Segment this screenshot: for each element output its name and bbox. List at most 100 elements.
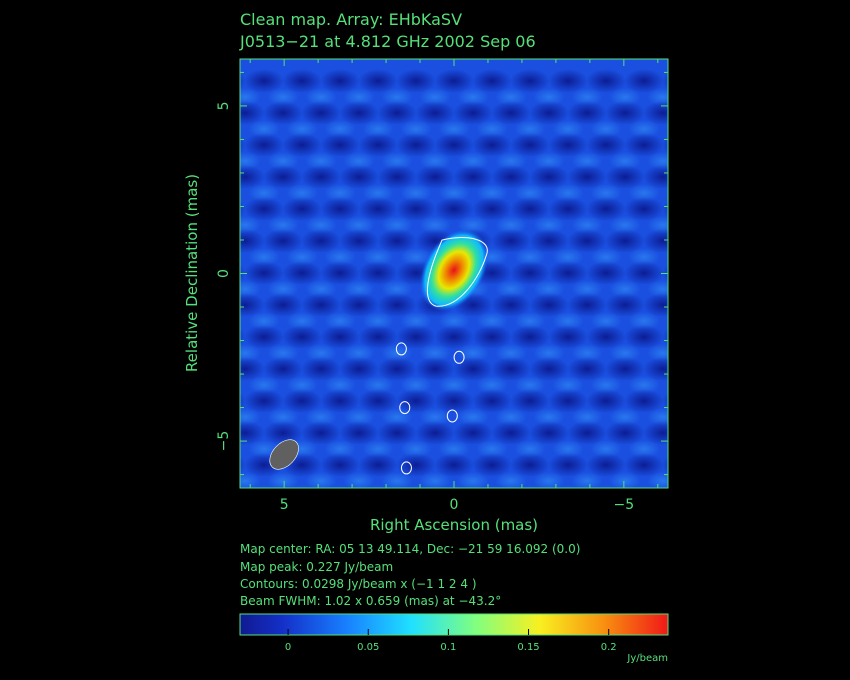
colorbar-tick-label: 0.2: [601, 642, 617, 653]
sidelobe-dark: [548, 453, 588, 477]
sidelobe-light: [438, 184, 470, 202]
sidelobe-dark: [662, 392, 668, 410]
sidelobe-dark: [396, 453, 436, 477]
sidelobe-light: [381, 216, 413, 234]
sidelobe-dark: [586, 133, 626, 157]
sidelobe-dark: [529, 101, 569, 125]
contour-island: [400, 461, 412, 475]
sidelobe-light: [609, 472, 641, 488]
sidelobe-dark: [681, 101, 721, 125]
sidelobe-dark: [586, 261, 626, 285]
colorbar-unit: Jy/beam: [626, 653, 668, 664]
sidelobe-light: [343, 152, 375, 170]
y-tick-label: 0: [216, 269, 232, 278]
sidelobe-light: [704, 440, 736, 458]
sidelobe-dark: [396, 133, 436, 157]
sidelobe-light: [381, 344, 413, 362]
sidelobe-light: [628, 440, 660, 458]
sidelobe-light: [457, 88, 489, 106]
sidelobe-dark: [605, 357, 645, 381]
sidelobe-light: [628, 376, 660, 394]
sidelobe-dark: [415, 101, 455, 125]
sidelobe-dark: [320, 69, 360, 93]
info-beam-fwhm: Beam FWHM: 1.02 x 0.659 (mas) at −43.2°: [240, 594, 502, 608]
colorbar: 0 0.05 0.1 0.15 0.2 Jy/beam: [239, 613, 669, 664]
sidelobe-dark: [567, 101, 607, 125]
sidelobe-dark: [377, 165, 417, 189]
sidelobe-dark: [240, 165, 265, 189]
sidelobe-light: [267, 88, 299, 106]
sidelobe-dark: [282, 325, 322, 349]
sidelobe-light: [324, 440, 356, 458]
sidelobe-dark: [586, 453, 626, 477]
sidelobe-dark: [244, 69, 284, 93]
colorbar-tick-label: 0.05: [357, 642, 379, 653]
sidelobe-dark: [396, 325, 436, 349]
sidelobe-light: [324, 376, 356, 394]
sidelobe-light: [381, 280, 413, 298]
sidelobe-light: [438, 120, 470, 138]
sidelobe-light: [267, 472, 299, 488]
sidelobe-dark: [567, 229, 607, 253]
colorbar-ticks: 0 0.05 0.1 0.15 0.2: [285, 629, 617, 653]
sidelobe-dark: [643, 293, 668, 317]
sidelobe-light: [419, 88, 451, 106]
sidelobe-dark: [320, 389, 360, 413]
sidelobe-dark: [434, 325, 474, 349]
sidelobe-dark: [643, 101, 668, 125]
sidelobe-light: [514, 248, 546, 266]
y-axis-label: Relative Declination (mas): [183, 174, 201, 372]
sidelobe-dark: [586, 69, 626, 93]
sidelobe-dark: [510, 133, 550, 157]
y-tick-label: 5: [216, 101, 232, 110]
sidelobe-dark: [244, 325, 284, 349]
sidelobe-dark: [624, 325, 664, 349]
colorbar-tick-label: 0: [285, 642, 291, 653]
sidelobe-dark: [529, 293, 569, 317]
sidelobe-dark: [434, 389, 474, 413]
sidelobe-light: [419, 344, 451, 362]
sidelobe-light: [609, 88, 641, 106]
sidelobe-dark: [548, 325, 588, 349]
sidelobe-dark: [263, 101, 303, 125]
sidelobe-light: [324, 312, 356, 330]
sidelobe-dark: [358, 133, 398, 157]
x-tick-label: −5: [614, 497, 635, 513]
sidelobe-dark: [339, 421, 379, 445]
sidelobe-dark: [377, 101, 417, 125]
sidelobe-light: [476, 120, 508, 138]
sidelobe-dark: [605, 421, 645, 445]
sidelobe-dark: [472, 197, 512, 221]
sidelobe-dark: [263, 421, 303, 445]
sidelobe-dark: [263, 165, 303, 189]
source-peak: [419, 229, 489, 312]
sidelobe-light: [343, 88, 375, 106]
sidelobe-dark: [377, 421, 417, 445]
sidelobe-light: [704, 184, 736, 202]
contour-outer: [426, 237, 488, 307]
sidelobe-light: [305, 152, 337, 170]
sidelobe-light: [324, 184, 356, 202]
sidelobe-dark: [491, 101, 531, 125]
sidelobe-light: [343, 408, 375, 426]
sidelobe-dark: [472, 133, 512, 157]
sidelobe-light: [495, 216, 527, 234]
sidelobe-light: [590, 376, 622, 394]
sidelobe-light: [514, 376, 546, 394]
sidelobe-dark: [339, 293, 379, 317]
sidelobe-light: [343, 216, 375, 234]
sidelobe-dark: [320, 261, 360, 285]
sidelobe-dark: [453, 165, 493, 189]
sidelobe-dark: [415, 357, 455, 381]
sidelobe-light: [362, 120, 394, 138]
sidelobe-light: [609, 344, 641, 362]
contour-island: [453, 350, 465, 364]
sidelobe-dark: [358, 389, 398, 413]
sidelobe-dark: [434, 197, 474, 221]
sidelobe-light: [343, 472, 375, 488]
sidelobe-light: [533, 344, 565, 362]
sidelobe-light: [590, 120, 622, 138]
sidelobe-light: [248, 120, 280, 138]
sidelobe-dark: [491, 421, 531, 445]
